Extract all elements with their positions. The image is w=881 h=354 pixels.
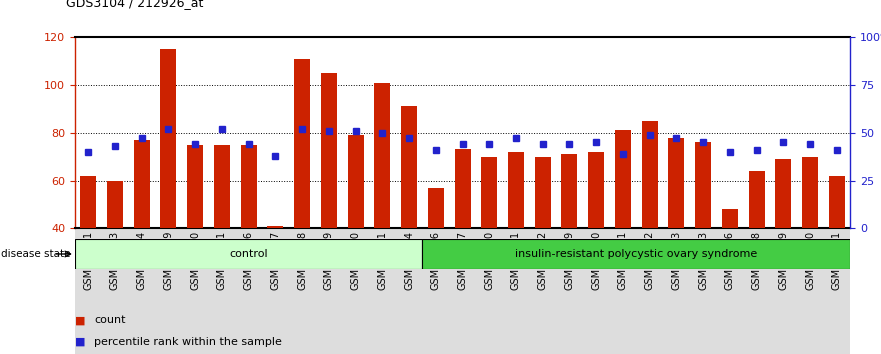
Bar (449, 228, 476, 354)
Bar (556, 228, 583, 354)
Bar (690, 228, 716, 354)
Bar (722, 209, 738, 324)
Bar (695, 142, 711, 324)
Bar (476, 228, 503, 354)
Bar (289, 228, 315, 354)
Bar (503, 228, 529, 354)
Bar (583, 228, 610, 354)
Bar (181, 228, 209, 354)
Bar (134, 140, 150, 324)
Bar (529, 228, 556, 354)
Bar (75, 239, 422, 269)
Text: insulin-resistant polycystic ovary syndrome: insulin-resistant polycystic ovary syndr… (515, 249, 758, 259)
Bar (641, 121, 658, 324)
Text: GDS3104 / 212926_at: GDS3104 / 212926_at (66, 0, 204, 9)
Bar (80, 176, 96, 324)
Text: count: count (94, 315, 126, 325)
Bar (615, 130, 631, 324)
Bar (209, 228, 235, 354)
Bar (342, 228, 369, 354)
Bar (294, 59, 310, 324)
Bar (561, 154, 577, 324)
Bar (749, 171, 765, 324)
Bar (428, 188, 444, 324)
Bar (235, 228, 262, 354)
Bar (481, 157, 497, 324)
Bar (610, 228, 636, 354)
Bar (716, 228, 744, 354)
Bar (636, 228, 663, 354)
Bar (75, 228, 101, 354)
Bar (744, 228, 770, 354)
Bar (241, 145, 256, 324)
Bar (401, 107, 417, 324)
Bar (267, 226, 284, 324)
Bar (396, 228, 422, 354)
Bar (455, 149, 470, 324)
Text: ■: ■ (75, 337, 85, 347)
Text: disease state: disease state (1, 249, 70, 259)
Bar (374, 82, 390, 324)
Bar (770, 228, 796, 354)
Bar (663, 228, 690, 354)
Bar (802, 157, 818, 324)
Bar (187, 145, 204, 324)
Bar (535, 157, 551, 324)
Bar (824, 228, 850, 354)
Bar (348, 135, 364, 324)
Bar (321, 73, 337, 324)
Bar (422, 228, 449, 354)
Bar (155, 228, 181, 354)
Bar (214, 145, 230, 324)
Bar (129, 228, 155, 354)
Bar (262, 228, 289, 354)
Bar (508, 152, 524, 324)
Bar (315, 228, 342, 354)
Bar (101, 228, 129, 354)
Text: percentile rank within the sample: percentile rank within the sample (94, 337, 282, 347)
Bar (829, 176, 845, 324)
Text: ■: ■ (75, 315, 85, 325)
Bar (589, 152, 604, 324)
Text: control: control (229, 249, 268, 259)
Bar (422, 239, 850, 269)
Bar (669, 137, 685, 324)
Bar (107, 181, 123, 324)
Bar (796, 228, 824, 354)
Bar (160, 49, 176, 324)
Bar (775, 159, 791, 324)
Bar (369, 228, 396, 354)
